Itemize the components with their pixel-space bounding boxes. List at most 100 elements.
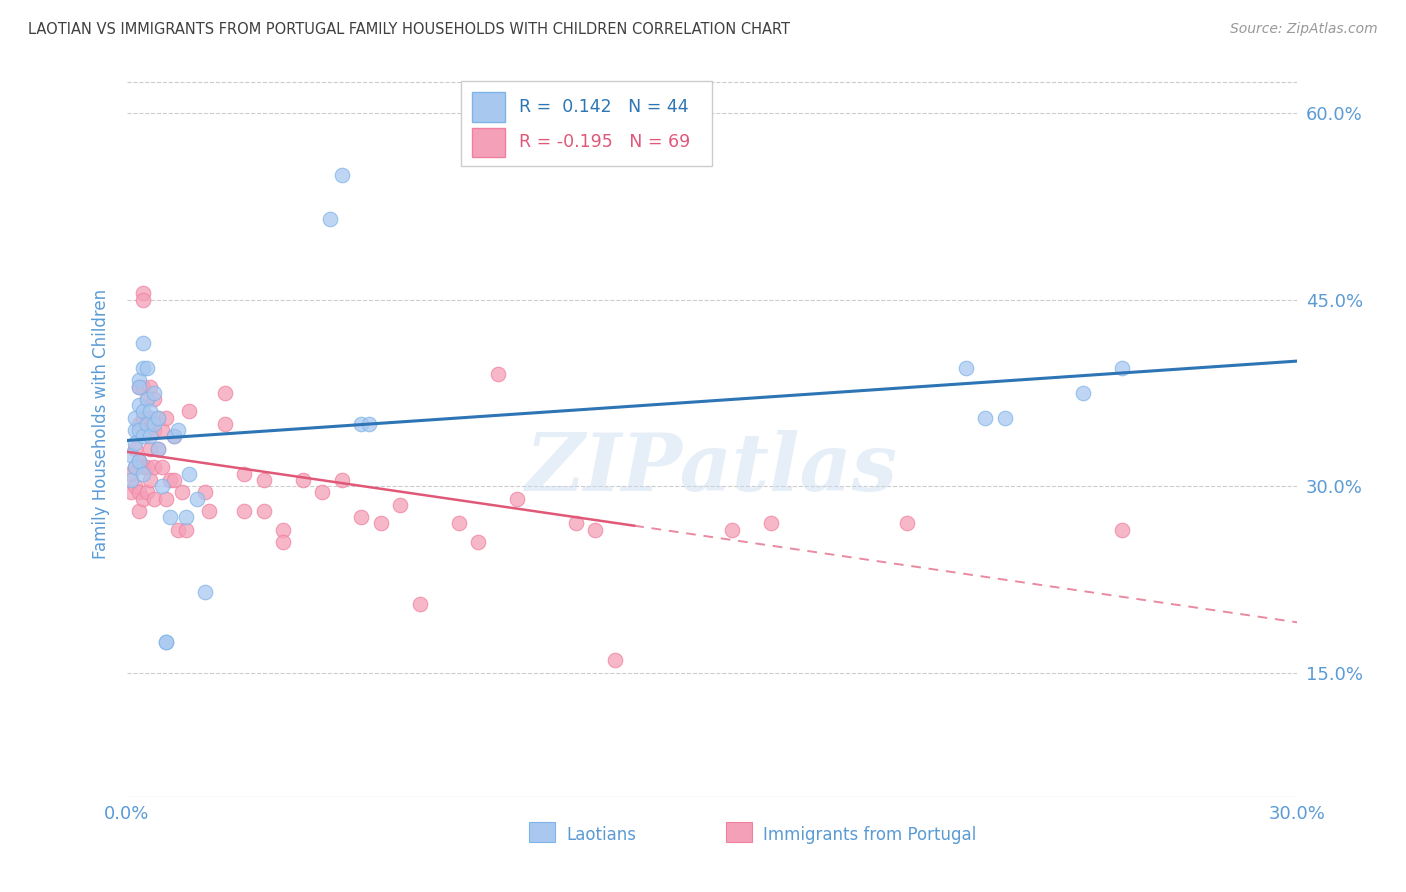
Point (467, 535, 489, 549)
Point (131, 460, 153, 475)
Point (994, 410, 1017, 425)
Point (143, 491, 166, 506)
Point (330, 168, 353, 182)
Point (148, 410, 170, 425)
Point (974, 410, 997, 425)
Point (155, 491, 177, 506)
Point (233, 504, 256, 518)
Point (271, 523, 294, 537)
Point (583, 523, 606, 537)
Point (131, 286, 153, 301)
Point (447, 516, 470, 531)
Point (131, 360, 153, 375)
Point (135, 392, 157, 406)
FancyBboxPatch shape (472, 92, 505, 121)
Point (350, 510, 373, 524)
Point (131, 404, 153, 418)
Point (198, 504, 221, 518)
Point (143, 423, 166, 437)
Point (159, 510, 181, 524)
Point (131, 429, 153, 443)
Point (166, 523, 188, 537)
Point (124, 435, 146, 450)
Point (120, 448, 142, 462)
Point (135, 417, 157, 431)
Point (166, 423, 188, 437)
Point (148, 442, 170, 456)
Point (143, 460, 166, 475)
Point (131, 491, 153, 506)
FancyBboxPatch shape (461, 80, 713, 167)
FancyBboxPatch shape (472, 128, 505, 157)
Point (128, 485, 150, 500)
Point (143, 385, 166, 400)
Point (124, 479, 146, 493)
Point (155, 410, 177, 425)
Point (759, 516, 782, 531)
Point (233, 467, 256, 481)
Point (131, 410, 153, 425)
Point (1071, 385, 1094, 400)
Point (370, 516, 392, 531)
Point (120, 467, 142, 481)
Point (720, 523, 742, 537)
Point (194, 485, 217, 500)
Point (135, 423, 157, 437)
Point (389, 498, 412, 512)
Point (128, 417, 150, 431)
Point (214, 385, 236, 400)
Text: R =  0.142   N = 44: R = 0.142 N = 44 (519, 97, 689, 116)
Point (120, 485, 142, 500)
Point (131, 293, 153, 307)
Point (128, 379, 150, 393)
Point (179, 467, 201, 481)
Point (564, 516, 586, 531)
Point (486, 367, 509, 381)
Point (139, 442, 162, 456)
Point (128, 373, 150, 387)
Point (214, 417, 236, 431)
Point (155, 634, 177, 648)
Point (159, 473, 181, 487)
Point (128, 379, 150, 393)
Point (163, 429, 186, 443)
Text: Laotians: Laotians (567, 826, 636, 844)
Point (124, 423, 146, 437)
Point (131, 336, 153, 351)
Point (330, 473, 353, 487)
Point (131, 467, 153, 481)
Point (139, 429, 162, 443)
Point (128, 504, 150, 518)
Point (174, 523, 197, 537)
Point (139, 410, 162, 425)
Point (186, 491, 208, 506)
Point (139, 473, 162, 487)
Point (506, 491, 529, 506)
Point (319, 211, 342, 226)
Point (120, 473, 142, 487)
Point (1111, 360, 1133, 375)
Point (124, 460, 146, 475)
Text: Source: ZipAtlas.com: Source: ZipAtlas.com (1230, 22, 1378, 37)
Point (170, 485, 193, 500)
Point (135, 460, 157, 475)
Point (139, 379, 162, 393)
Point (143, 417, 166, 431)
Point (271, 535, 294, 549)
Point (150, 460, 173, 475)
Point (143, 392, 166, 406)
Point (150, 423, 173, 437)
Point (131, 379, 153, 393)
Point (128, 454, 150, 468)
Y-axis label: Family Households with Children: Family Households with Children (93, 289, 110, 559)
Point (350, 417, 373, 431)
Point (603, 653, 626, 667)
Point (291, 473, 314, 487)
Point (148, 442, 170, 456)
Point (128, 423, 150, 437)
Point (128, 454, 150, 468)
Point (408, 597, 430, 611)
Point (1111, 523, 1133, 537)
Point (128, 398, 150, 412)
Text: R = -0.195   N = 69: R = -0.195 N = 69 (519, 134, 690, 152)
